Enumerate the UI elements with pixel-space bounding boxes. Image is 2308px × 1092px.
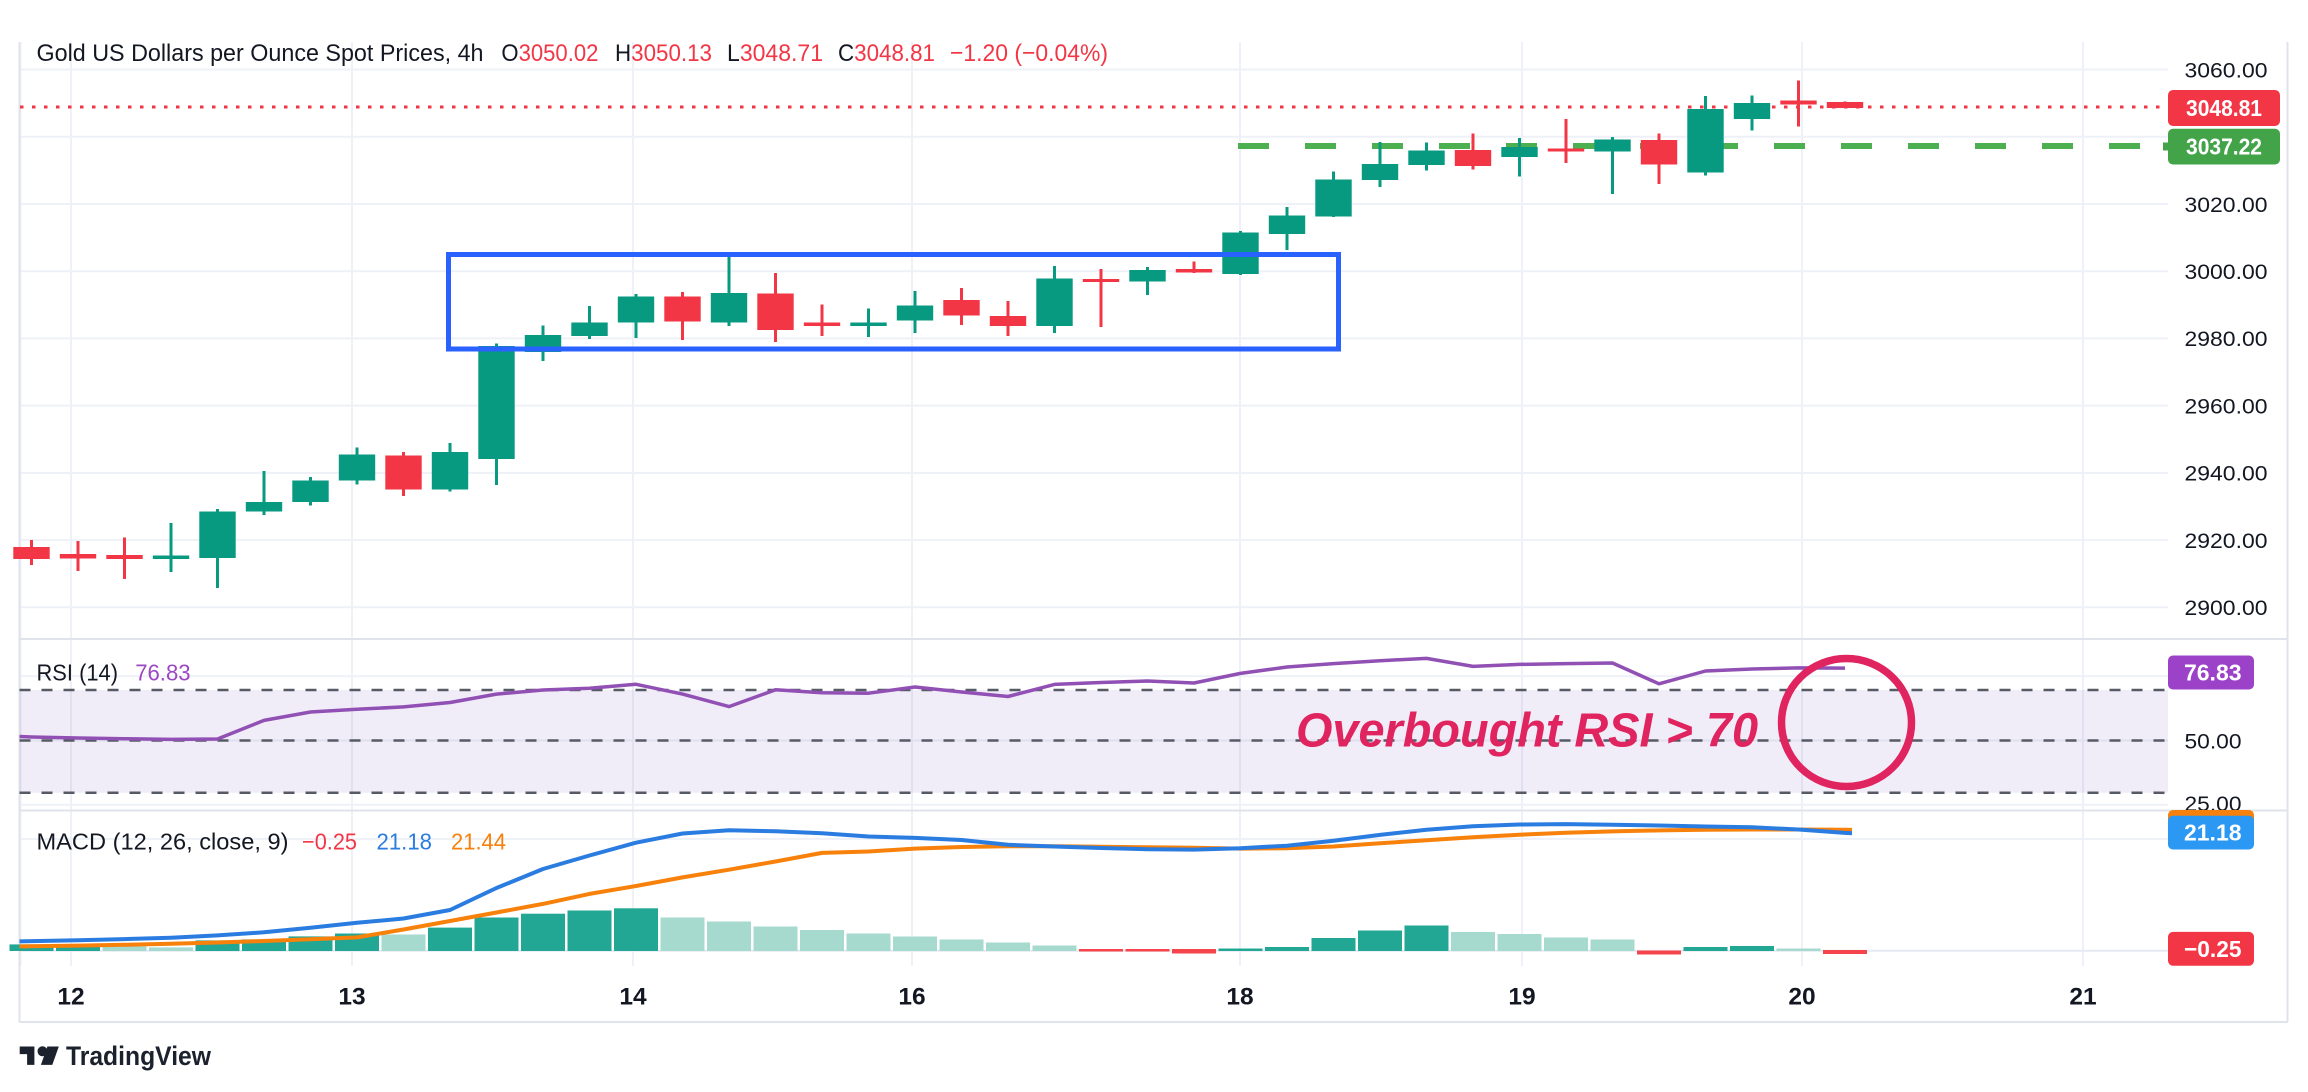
svg-text:RSI (14): RSI (14) (37, 660, 119, 686)
svg-text:76.83: 76.83 (2184, 660, 2242, 686)
svg-text:Gold US Dollars per Ounce Spot: Gold US Dollars per Ounce Spot Prices, 4… (37, 40, 484, 67)
svg-text:3060.00: 3060.00 (2185, 58, 2268, 82)
svg-text:TradingView: TradingView (66, 1041, 211, 1071)
svg-text:18: 18 (1226, 984, 1253, 1011)
svg-text:3020.00: 3020.00 (2185, 193, 2268, 217)
svg-text:O3050.02: O3050.02 (501, 40, 598, 67)
svg-text:2900.00: 2900.00 (2185, 596, 2268, 620)
svg-text:−0.25: −0.25 (2184, 936, 2242, 962)
svg-text:−1.20 (−0.04%): −1.20 (−0.04%) (950, 40, 1108, 67)
svg-text:3048.81: 3048.81 (2186, 95, 2262, 121)
svg-text:21.18: 21.18 (377, 829, 433, 855)
svg-text:C3048.81: C3048.81 (838, 40, 935, 67)
svg-text:−0.25: −0.25 (302, 829, 357, 855)
svg-text:L3048.71: L3048.71 (727, 40, 823, 67)
svg-text:Overbought RSI > 70: Overbought RSI > 70 (1296, 705, 1758, 758)
svg-text:13: 13 (338, 984, 365, 1011)
svg-text:50.00: 50.00 (2185, 729, 2242, 753)
svg-text:2920.00: 2920.00 (2185, 529, 2268, 553)
svg-text:21.18: 21.18 (2184, 820, 2242, 846)
svg-text:2980.00: 2980.00 (2185, 327, 2268, 351)
svg-text:2960.00: 2960.00 (2185, 394, 2268, 418)
svg-text:3037.22: 3037.22 (2186, 134, 2262, 160)
svg-text:3000.00: 3000.00 (2185, 260, 2268, 284)
svg-text:20: 20 (1788, 984, 1815, 1011)
svg-text:76.83: 76.83 (135, 660, 190, 686)
svg-text:16: 16 (898, 984, 925, 1011)
svg-text:14: 14 (619, 984, 647, 1011)
svg-text:12: 12 (57, 984, 84, 1011)
svg-text:21.44: 21.44 (451, 829, 506, 855)
svg-text:19: 19 (1508, 984, 1535, 1011)
svg-text:2940.00: 2940.00 (2185, 462, 2268, 486)
svg-text:H3050.13: H3050.13 (615, 40, 712, 67)
svg-text:21: 21 (2069, 984, 2096, 1011)
svg-text:MACD (12, 26, close, 9): MACD (12, 26, close, 9) (37, 829, 289, 855)
